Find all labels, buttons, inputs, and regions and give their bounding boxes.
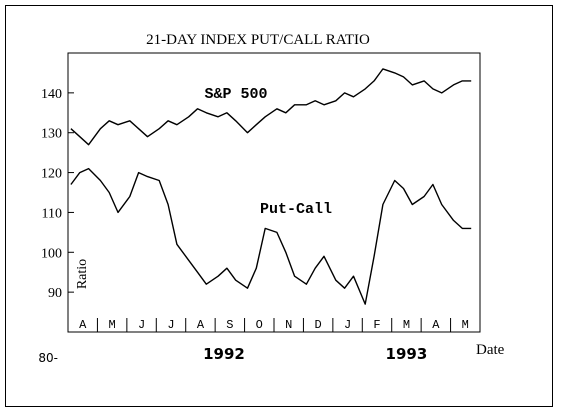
put-call-ratio-chart: 21-DAY INDEX PUT/CALL RATIO 140 130 120 110… <box>38 32 505 365</box>
annotations: S&P 500 Put-Call <box>204 86 332 218</box>
plot-area <box>67 52 481 333</box>
month-label: J <box>344 318 351 332</box>
month-label: N <box>285 318 292 332</box>
y-tick-label: 140 <box>41 87 62 102</box>
year-label: 1993 <box>386 345 428 363</box>
month-label: D <box>315 318 322 332</box>
x-axis: A M J J A S O N D J F M A M 1992 1993 <box>79 318 469 363</box>
month-label: A <box>197 318 205 332</box>
month-label: A <box>432 318 440 332</box>
series-layer <box>70 68 472 305</box>
chart-title: 21-DAY INDEX PUT/CALL RATIO <box>146 32 370 48</box>
month-label: M <box>403 318 410 332</box>
month-label: M <box>109 318 116 332</box>
month-label: O <box>256 318 263 332</box>
y-axis-label: Ratio <box>75 259 90 289</box>
x-axis-label: Date <box>476 342 505 358</box>
month-label: J <box>167 318 174 332</box>
y-tick-label: 120 <box>41 167 62 182</box>
month-label: F <box>373 318 380 332</box>
y-tick-label: 90 <box>48 286 62 301</box>
sp500-series-line <box>70 68 472 146</box>
sp500-annotation: S&P 500 <box>204 86 267 103</box>
month-label: A <box>79 318 87 332</box>
month-label: S <box>226 318 233 332</box>
y-tick-label: 130 <box>41 127 62 142</box>
put-call-series-line <box>70 167 472 305</box>
month-label: J <box>138 318 145 332</box>
y-tick-label: 100 <box>41 246 62 261</box>
y-tick-label: 80- <box>38 351 58 365</box>
y-axis: 140 130 120 110 100 90 80- <box>38 87 74 365</box>
put-call-annotation: Put-Call <box>260 201 332 218</box>
month-label: M <box>462 318 469 332</box>
year-label: 1992 <box>203 345 245 363</box>
y-tick-label: 110 <box>42 206 62 221</box>
chart-frame: 21-DAY INDEX PUT/CALL RATIO 140 130 120 110… <box>5 5 553 407</box>
